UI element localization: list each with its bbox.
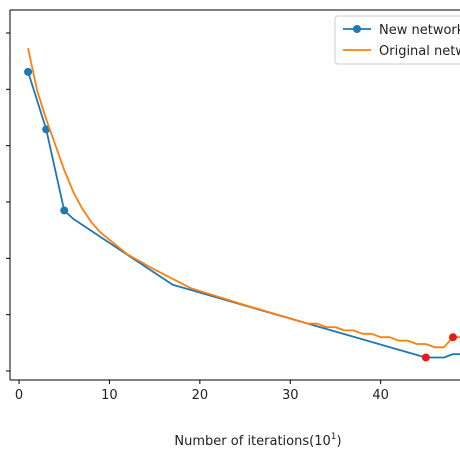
legend-marker	[353, 25, 361, 33]
data-point	[60, 206, 69, 215]
x-axis-title-sup: 1	[331, 432, 337, 442]
legend: New network Original network	[334, 15, 460, 65]
legend-label: Original network	[379, 44, 460, 59]
x-axis-title: Number of iterations(101)	[174, 432, 341, 449]
axes	[9, 9, 460, 381]
x-tick-label: 40	[372, 388, 389, 403]
x-tick-label: 10	[101, 388, 118, 403]
series-line-0	[27, 71, 460, 359]
x-tick-label: 20	[192, 388, 209, 403]
tick-layer: 0 10 20 30 40	[6, 32, 389, 403]
legend-box	[334, 15, 460, 65]
x-axis-title-text: Number of iterations(10	[174, 434, 330, 449]
x-axis-title-tail: )	[336, 434, 341, 449]
series-layer	[24, 48, 460, 362]
x-tick-label: 30	[282, 388, 299, 403]
legend-label: New network	[379, 23, 460, 38]
series-line-1	[27, 48, 460, 349]
data-point	[24, 67, 33, 76]
highlight-point	[421, 353, 430, 362]
highlight-point	[448, 333, 457, 342]
x-tick-label: 0	[15, 388, 23, 403]
